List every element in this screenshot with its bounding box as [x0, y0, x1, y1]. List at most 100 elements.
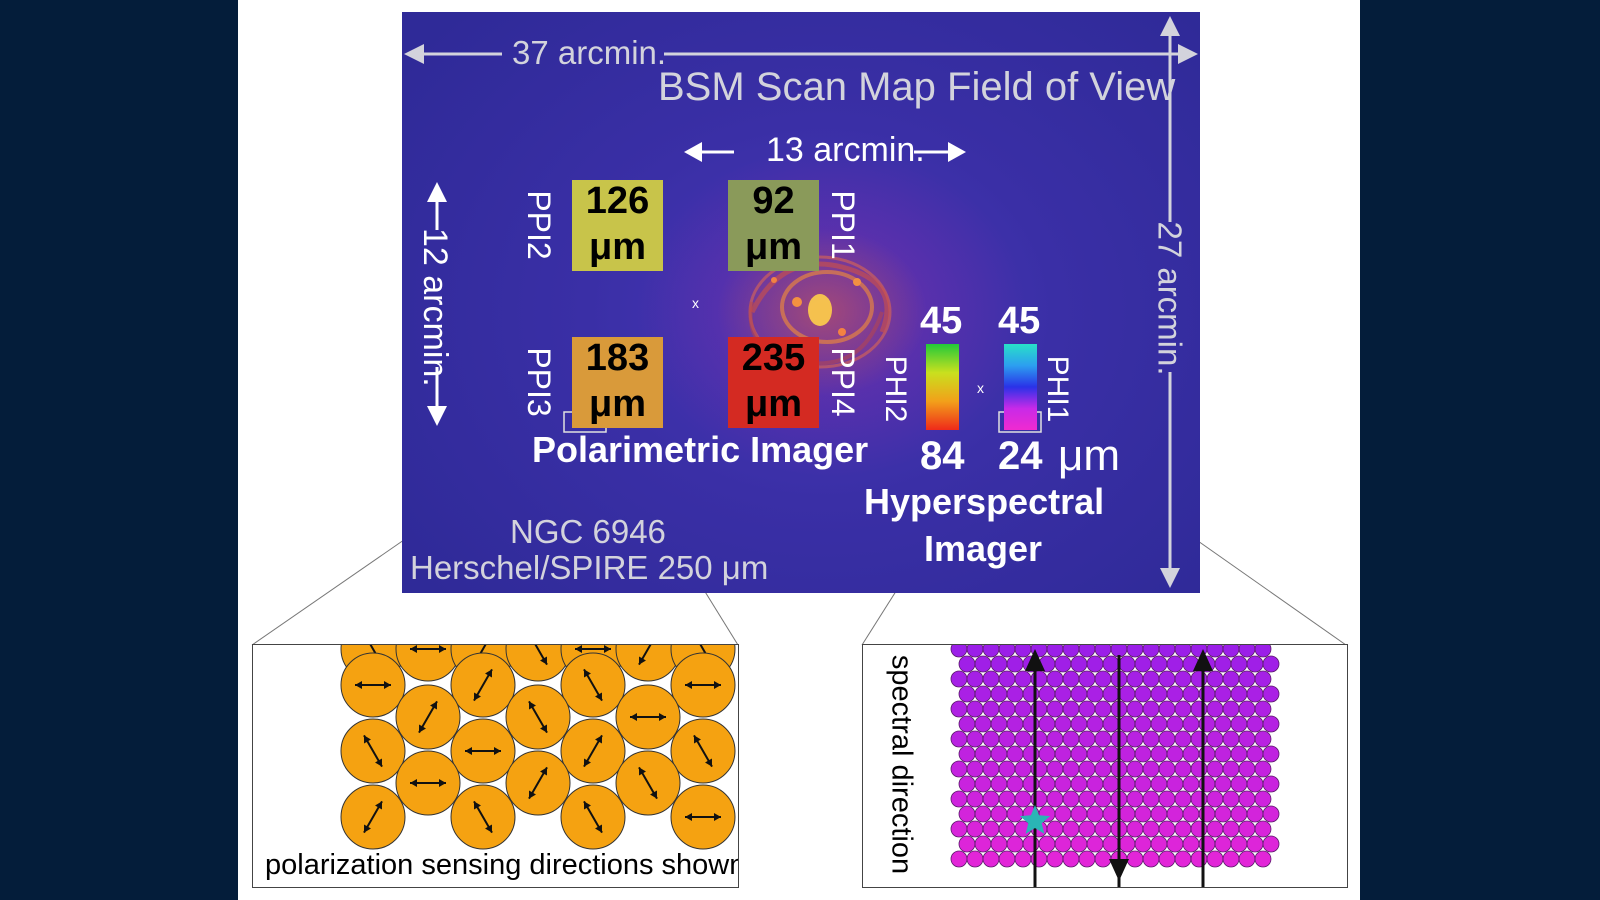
- spectral-detector: [1070, 775, 1088, 793]
- spectral-detector: [1062, 820, 1080, 838]
- spectral-detector: [1062, 670, 1080, 688]
- polarization-direction-arrow: [583, 734, 603, 768]
- spectral-detector: [990, 805, 1008, 823]
- spectral-detector: [974, 715, 992, 733]
- spectral-detector: [982, 700, 1000, 718]
- ppi-width-label: 13 arcmin.: [766, 131, 925, 169]
- spectral-detector: [1238, 820, 1256, 838]
- spectral-detector: [982, 670, 1000, 688]
- spectral-detector: [1094, 670, 1112, 688]
- spectral-detector: [1062, 645, 1080, 658]
- spectral-detector: [1070, 715, 1088, 733]
- spectral-detector: [950, 790, 968, 808]
- phi2-min: 84: [920, 434, 965, 478]
- spectral-inset: spectral direction: [862, 644, 1348, 888]
- spectral-detector: [1174, 760, 1192, 778]
- spectral-detector: [1022, 715, 1040, 733]
- spectral-detector: [1126, 760, 1144, 778]
- spectral-detector: [1262, 715, 1280, 733]
- spectral-detector: [1158, 760, 1176, 778]
- spectral-detector: [1190, 760, 1208, 778]
- spectral-detector: [1022, 775, 1040, 793]
- spectral-detector: [966, 790, 984, 808]
- spectral-detector: [1230, 685, 1248, 703]
- spectral-direction-label: spectral direction: [885, 654, 918, 875]
- spectral-detector: [974, 805, 992, 823]
- spectral-detector: [1150, 655, 1168, 673]
- spectral-detector: [1118, 655, 1136, 673]
- spectral-detector: [1086, 775, 1104, 793]
- spectral-detector: [1198, 835, 1216, 853]
- polarization-direction-arrow: [465, 747, 501, 755]
- spectral-detector: [1126, 670, 1144, 688]
- spectral-detector: [1126, 850, 1144, 868]
- spectral-detector: [1054, 745, 1072, 763]
- spectral-detector: [966, 850, 984, 868]
- spectral-direction-arrow: [1109, 655, 1129, 887]
- spectral-detector: [1214, 715, 1232, 733]
- spectral-detector: [1006, 655, 1024, 673]
- spectral-detector: [1222, 645, 1240, 658]
- fov-width-label: 37 arcmin.: [512, 34, 667, 71]
- spectral-detector: [1158, 820, 1176, 838]
- spectral-detector: [998, 760, 1016, 778]
- spectral-detector: [1142, 645, 1160, 658]
- spectral-detector: [1062, 790, 1080, 808]
- spectral-detector: [1046, 730, 1064, 748]
- spectral-detector: [1166, 775, 1184, 793]
- spectral-detector: [1222, 790, 1240, 808]
- spectral-detector: [1102, 745, 1120, 763]
- spectral-detector: [974, 835, 992, 853]
- spectral-detector: [1182, 775, 1200, 793]
- spectral-detector: [1150, 745, 1168, 763]
- spectral-detector: [1230, 745, 1248, 763]
- spectral-detector: [990, 685, 1008, 703]
- ppi-height-label: 12 arcmin.: [416, 228, 454, 387]
- spectral-detector: [1254, 730, 1272, 748]
- spectral-detector: [1142, 670, 1160, 688]
- spectral-detector: [1238, 760, 1256, 778]
- spectral-detector: [966, 645, 984, 658]
- spectral-detector: [1038, 835, 1056, 853]
- spectral-detector: [1198, 805, 1216, 823]
- polarization-inset: polarization sensing directions shown: [252, 644, 739, 888]
- spectral-detector: [1102, 835, 1120, 853]
- spectral-detector: [950, 700, 968, 718]
- spectral-detector: [1078, 850, 1096, 868]
- spectral-detector: [1078, 760, 1096, 778]
- spectral-detector: [1246, 775, 1264, 793]
- spectral-detector: [966, 670, 984, 688]
- spectral-detector: [1166, 655, 1184, 673]
- spectral-detector: [1086, 745, 1104, 763]
- spectral-detector: [974, 685, 992, 703]
- ppi1-patch: 92 μm: [728, 180, 819, 271]
- spectral-detector: [1030, 850, 1048, 868]
- spectral-detector: [1078, 670, 1096, 688]
- polarization-direction-arrow: [363, 734, 383, 768]
- spectral-detector: [1046, 790, 1064, 808]
- spectral-detector: [1022, 685, 1040, 703]
- ppi4-wavelength: 235: [741, 337, 806, 379]
- spectral-detector: [1238, 645, 1256, 658]
- spectral-detector: [1134, 685, 1152, 703]
- phi-unit: μm: [1058, 431, 1121, 480]
- spectral-detector: [1206, 730, 1224, 748]
- ppi4-unit: μm: [744, 383, 803, 425]
- spectral-detector: [1030, 670, 1048, 688]
- spectral-detector: [1118, 745, 1136, 763]
- spectral-detector: [1206, 645, 1224, 658]
- spectral-detector: [1006, 715, 1024, 733]
- spectral-detector: [1134, 655, 1152, 673]
- spectral-detector: [1182, 835, 1200, 853]
- spectral-detector: [1054, 685, 1072, 703]
- spectral-detector: [1006, 835, 1024, 853]
- spectral-detector: [1214, 775, 1232, 793]
- spectral-detector: [1262, 685, 1280, 703]
- spectral-detector: [958, 805, 976, 823]
- spectral-detector: [1182, 715, 1200, 733]
- phi1-max: 45: [998, 300, 1041, 342]
- spectral-detector: [1238, 790, 1256, 808]
- spectral-detector: [998, 730, 1016, 748]
- spectral-detector: [1014, 760, 1032, 778]
- spectral-detector: [1182, 805, 1200, 823]
